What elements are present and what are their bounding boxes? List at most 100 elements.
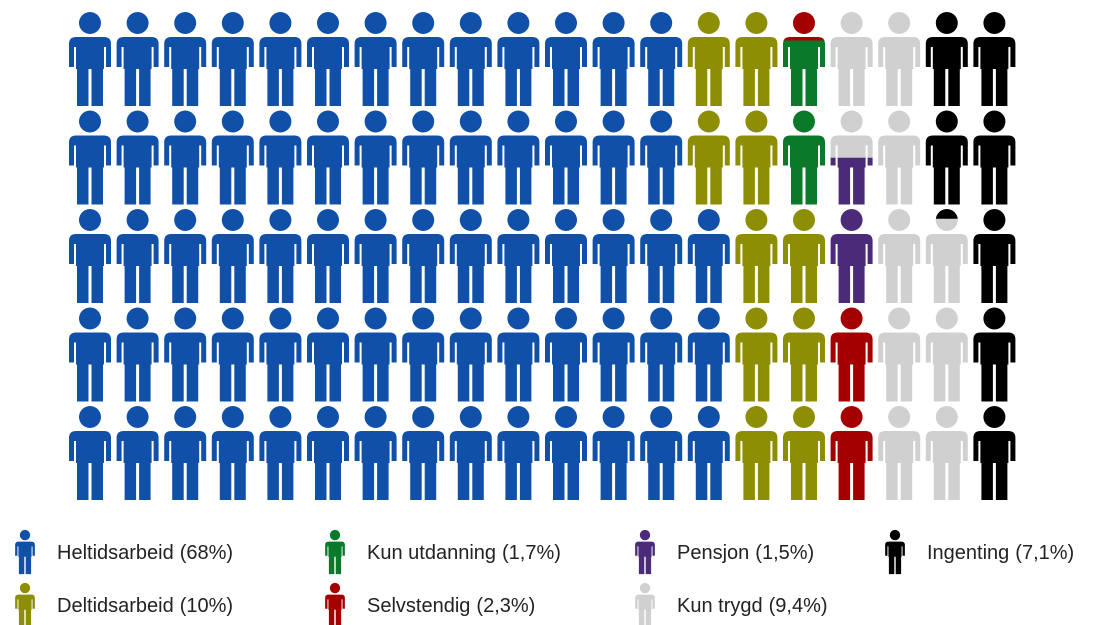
legend-icon xyxy=(325,582,345,625)
person-segment xyxy=(449,406,492,500)
person-segment xyxy=(735,110,778,205)
person-segment xyxy=(259,12,302,106)
person-icon xyxy=(354,406,397,500)
person-icon xyxy=(449,110,492,205)
person-segment xyxy=(69,406,111,500)
person-segment xyxy=(497,12,540,106)
person-icon xyxy=(307,209,349,303)
person-segment xyxy=(164,307,207,402)
person-segment xyxy=(925,406,968,500)
legend-value: (10%) xyxy=(180,595,233,617)
person-icon xyxy=(164,209,207,303)
legend-label: Kun trygd (9,4%) xyxy=(677,595,828,617)
person-segment xyxy=(211,406,254,500)
person-segment xyxy=(640,12,683,106)
person-segment xyxy=(973,110,1016,205)
person-segment xyxy=(211,12,254,106)
person-segment xyxy=(687,110,730,205)
person-segment xyxy=(497,307,540,402)
legend-name: Deltidsarbeid xyxy=(57,595,174,617)
person-segment xyxy=(878,110,921,205)
person-icon xyxy=(164,406,207,500)
person-icon xyxy=(735,110,778,205)
person-segment xyxy=(925,12,968,106)
person-segment xyxy=(307,209,349,303)
person-segment xyxy=(354,307,397,402)
person-icon xyxy=(402,12,445,106)
person-icon xyxy=(735,406,778,500)
person-segment xyxy=(830,209,873,303)
person-icon xyxy=(592,307,635,402)
person-icon xyxy=(402,307,445,402)
person-segment xyxy=(259,406,302,500)
person-segment xyxy=(545,209,587,303)
person-segment xyxy=(973,406,1016,500)
person-icon xyxy=(497,12,540,106)
person-segment xyxy=(783,307,825,402)
person-icon xyxy=(925,110,968,205)
person-icon xyxy=(830,12,873,106)
person-segment xyxy=(402,406,445,500)
legend-value: (2,3%) xyxy=(476,595,535,617)
person-icon xyxy=(687,307,730,402)
person-icon xyxy=(687,110,730,205)
legend-icon xyxy=(15,529,35,575)
person-icon xyxy=(925,307,968,402)
person-icon xyxy=(830,209,873,303)
person-segment xyxy=(449,209,492,303)
person-segment xyxy=(69,307,111,402)
person-icon xyxy=(354,12,397,106)
person-icon xyxy=(640,12,683,106)
person-segment xyxy=(592,110,635,205)
person-icon xyxy=(973,12,1016,106)
legend-value: (9,4%) xyxy=(769,595,828,617)
person-icon xyxy=(783,307,825,402)
person-segment xyxy=(783,406,825,500)
legend-label: Ingenting (7,1%) xyxy=(927,542,1074,564)
person-segment xyxy=(735,12,778,106)
person-segment xyxy=(735,307,778,402)
person-icon xyxy=(497,406,540,500)
person-icon xyxy=(211,209,254,303)
person-icon xyxy=(449,406,492,500)
legend-value: (1,7%) xyxy=(502,542,561,564)
person-icon xyxy=(973,209,1016,303)
person-icon xyxy=(354,110,397,205)
person-icon xyxy=(735,209,778,303)
person-segment xyxy=(973,12,1016,106)
person-segment xyxy=(116,307,159,402)
person-icon xyxy=(259,209,302,303)
person-icon xyxy=(69,406,111,500)
person-icon xyxy=(640,209,683,303)
legend-label: Deltidsarbeid (10%) xyxy=(57,595,233,617)
person-icon xyxy=(259,110,302,205)
person-icon xyxy=(259,12,302,106)
person-icon xyxy=(402,209,445,303)
legend-value: (7,1%) xyxy=(1015,542,1074,564)
person-icon xyxy=(592,406,635,500)
person-segment xyxy=(69,12,111,106)
person-icon xyxy=(211,406,254,500)
person-icon xyxy=(592,110,635,205)
person-icon xyxy=(307,12,349,106)
person-segment xyxy=(878,209,921,303)
person-icon xyxy=(69,209,111,303)
person-segment xyxy=(497,406,540,500)
person-segment xyxy=(592,12,635,106)
person-segment xyxy=(307,406,349,500)
legend-icon xyxy=(635,582,655,625)
person-icon xyxy=(307,110,349,205)
person-icon xyxy=(545,110,587,205)
person-segment xyxy=(449,110,492,205)
person-segment xyxy=(259,209,302,303)
person-icon xyxy=(973,307,1016,402)
person-icon xyxy=(687,406,730,500)
person-segment xyxy=(497,110,540,205)
person-segment xyxy=(116,209,159,303)
person-icon xyxy=(545,406,587,500)
person-segment xyxy=(687,12,730,106)
person-segment xyxy=(307,307,349,402)
person-icon xyxy=(354,307,397,402)
legend-name: Selvstendig xyxy=(367,595,470,617)
